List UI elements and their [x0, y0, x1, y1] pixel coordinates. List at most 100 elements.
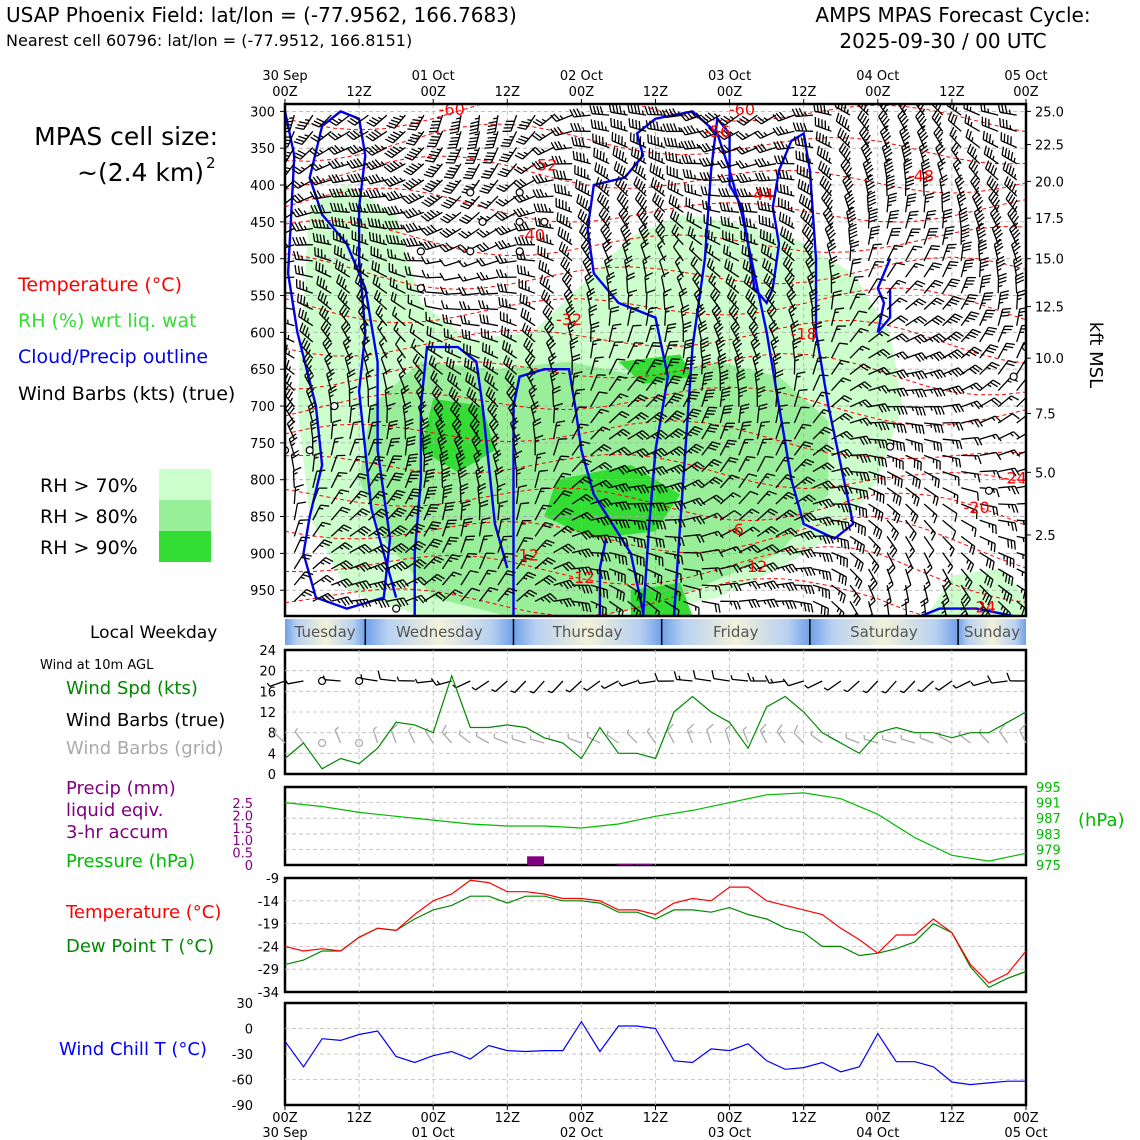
wind-barb [327, 159, 350, 170]
wind-barb [497, 517, 511, 537]
wind-barb [761, 258, 777, 278]
wind-barb [650, 177, 666, 197]
top-date-label: 03 Oct [708, 69, 751, 84]
wind-barb [886, 227, 902, 245]
wind-barb [849, 535, 866, 554]
wind-barb [688, 241, 703, 262]
wind-barb [732, 336, 743, 359]
wind-barb [536, 231, 554, 246]
wind-barb [960, 535, 976, 555]
wind-barb [595, 176, 610, 197]
wind-barb [293, 571, 314, 586]
wind-ytick-label: 24 [259, 644, 276, 659]
wind-barb [886, 369, 909, 380]
wind-barb [979, 552, 995, 571]
wind-barb [997, 413, 1020, 424]
wind-barb [738, 508, 760, 521]
wind-barb [423, 521, 442, 537]
wind-barb [860, 141, 873, 164]
wind-barb [849, 470, 871, 482]
wind-barb [830, 325, 847, 343]
wind-barb [1016, 289, 1026, 310]
wind-barb [736, 188, 758, 198]
true-wind-barb [711, 670, 730, 682]
wind-barb [433, 401, 444, 424]
wind-barb [672, 239, 684, 262]
wind-barb [664, 446, 687, 457]
grid-wind-barb [586, 732, 601, 744]
wind-barb [735, 130, 758, 141]
wind-barb [812, 321, 823, 343]
wind-barb [481, 342, 499, 359]
calm-wind-marker [416, 284, 425, 293]
isotherm [285, 353, 1026, 396]
wind-barb [743, 274, 758, 294]
pressure-tick-label: 400 [250, 179, 275, 194]
wind-barb [405, 576, 428, 586]
wind-barb [682, 374, 698, 391]
wind-barb [396, 352, 406, 375]
wind-barb [960, 400, 984, 410]
wind-barb [473, 449, 483, 472]
wind-barb [420, 224, 443, 236]
wind-barb [480, 163, 499, 179]
wind-barb [293, 588, 315, 602]
wind-barb [514, 236, 536, 246]
wind-barb [923, 351, 947, 362]
wind-barb [478, 499, 489, 521]
wind-barb [849, 600, 860, 616]
wind-barb [645, 120, 665, 132]
wind-barb [983, 145, 999, 165]
bottom-date-label: 04 Oct [856, 1126, 899, 1140]
wind-barb [968, 158, 981, 181]
wind-barb [457, 259, 480, 268]
calm-wind-marker [305, 446, 314, 455]
wind-barb [886, 262, 905, 278]
wind-barb [513, 163, 536, 175]
wind-barb [627, 466, 650, 476]
wind-barb [336, 274, 351, 294]
kft-tick-label: 12.5 [1035, 301, 1064, 316]
wind-barb [942, 349, 965, 360]
wind-barb [498, 297, 517, 311]
wind-barb [821, 190, 834, 213]
wind-barb [388, 262, 406, 278]
wind-barb [645, 306, 658, 326]
wind-barb [664, 500, 687, 511]
wind-barb [941, 208, 953, 229]
wind-barb [532, 417, 542, 440]
wind-barb [478, 569, 497, 586]
grid-wind-barb [511, 734, 526, 744]
wind-barb [831, 535, 850, 550]
wind-barb [692, 271, 703, 294]
wind-barb [460, 535, 475, 553]
grid-wind-barb [1019, 723, 1027, 744]
wind-barb [705, 243, 721, 262]
wind-barb [664, 428, 686, 440]
wind-barb [466, 387, 480, 408]
wind-barb [571, 493, 594, 505]
wind-barb [960, 311, 980, 327]
wind-barb [966, 143, 981, 165]
wind-barb [626, 272, 635, 294]
grid-wind-barb [863, 734, 878, 744]
grid-wind-barb [706, 723, 714, 744]
isotherm-label: -24 [970, 597, 996, 616]
calm-wind-marker [515, 247, 524, 256]
temp-ytick-label: -9 [266, 872, 279, 887]
wind-barb [582, 255, 593, 278]
wind-barb [719, 387, 731, 407]
wind-barb [300, 337, 314, 359]
wind-barb [924, 387, 946, 398]
wind-barb [812, 356, 827, 375]
wind-barb [590, 321, 600, 343]
wind-barb [460, 552, 477, 570]
wind-barb [905, 280, 926, 294]
wind-barb [682, 425, 703, 440]
wind-barb [998, 503, 1019, 513]
bottom-hour-label: 00Z [420, 1111, 446, 1126]
wind-barb [720, 528, 743, 537]
wind-barb [868, 470, 886, 486]
true-wind-barb [1006, 672, 1027, 682]
